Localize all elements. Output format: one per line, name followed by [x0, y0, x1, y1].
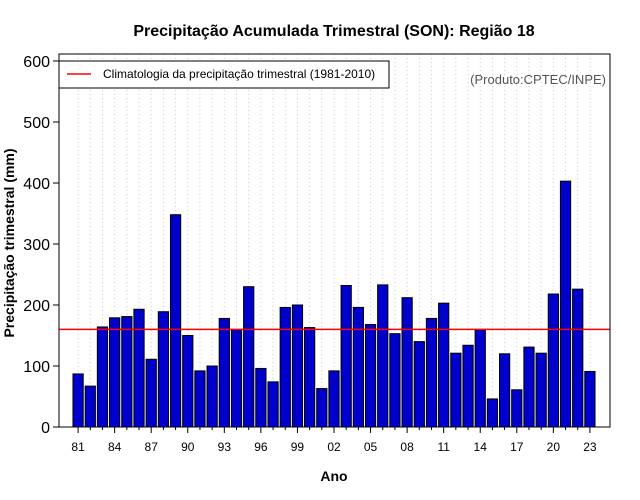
bar-92 — [206, 365, 218, 428]
x-tick-label: 90 — [181, 440, 195, 454]
legend: Climatologia da precipitação trimestral … — [58, 60, 390, 89]
x-axis: 81 84 87 90 93 96 99 02 05 08 11 14 17 20 23 — [71, 427, 597, 454]
bar-05 — [364, 324, 377, 428]
bar-87 — [145, 358, 157, 428]
x-tick-label: 23 — [583, 440, 597, 454]
x-tick-label: 84 — [108, 440, 122, 454]
source-note: (Produto:CPTEC/INPE) — [470, 72, 606, 87]
x-tick-label: 93 — [218, 440, 232, 454]
bar-15 — [486, 398, 499, 428]
bar-95 — [243, 286, 255, 428]
bar-12 — [450, 352, 462, 428]
bar-13 — [462, 344, 474, 428]
bar-99 — [291, 304, 304, 428]
x-tick-label: 96 — [254, 440, 268, 454]
bar-94 — [230, 329, 243, 428]
y-tick-label: 0 — [41, 420, 50, 437]
y-axis: 0 100 200 300 400 500 600 — [23, 54, 59, 437]
bar-16 — [498, 353, 511, 428]
bar-18 — [523, 346, 535, 428]
x-tick-label: 99 — [291, 440, 305, 454]
y-tick-label: 100 — [23, 359, 50, 376]
bar-91 — [194, 370, 206, 428]
bar-90 — [182, 335, 194, 428]
legend-entry-climatology: Climatologia da precipitação trimestral … — [103, 67, 375, 81]
x-tick-label: 17 — [510, 440, 524, 454]
bar-85 — [121, 316, 133, 428]
bar-21 — [559, 180, 572, 428]
bar-14 — [474, 328, 486, 428]
bar-03 — [340, 284, 352, 428]
x-tick-label: 81 — [71, 440, 85, 454]
legend-box — [58, 60, 390, 89]
bar-98 — [279, 306, 291, 428]
x-tick-label: 02 — [327, 440, 341, 454]
y-tick-label: 300 — [23, 237, 50, 254]
x-axis-label: Ano — [320, 468, 347, 484]
bar-86 — [133, 308, 145, 428]
bar-89 — [169, 214, 182, 428]
bar-19 — [535, 352, 547, 428]
bar-83 — [96, 326, 109, 428]
x-tick-label: 05 — [364, 440, 378, 454]
chart-title: Precipitação Acumulada Trimestral (SON):… — [133, 23, 534, 40]
x-tick-label: 20 — [547, 440, 561, 454]
bar-17 — [511, 389, 523, 428]
bar-82 — [84, 385, 96, 428]
x-tick-label: 14 — [474, 440, 488, 454]
bar-02 — [328, 370, 340, 428]
y-tick-label: 600 — [23, 54, 50, 71]
bar-23 — [584, 370, 596, 428]
bar-93 — [218, 317, 230, 428]
bar-81 — [72, 373, 84, 428]
y-tick-label: 400 — [23, 176, 50, 193]
bar-22 — [572, 288, 584, 428]
bar-06 — [377, 284, 389, 428]
bar-09 — [413, 341, 425, 428]
bar-01 — [316, 388, 328, 428]
y-tick-label: 500 — [23, 115, 50, 132]
bar-00 — [304, 327, 316, 428]
bar-97 — [267, 381, 279, 428]
bar-08 — [401, 297, 413, 428]
y-tick-label: 200 — [23, 298, 50, 315]
bar-10 — [425, 317, 438, 428]
bar-04 — [352, 306, 364, 428]
bar-20 — [547, 293, 559, 428]
x-tick-label: 11 — [437, 440, 450, 454]
bar-84 — [109, 317, 121, 428]
x-tick-label: 08 — [400, 440, 414, 454]
y-axis-label: Precipitação trimestral (mm) — [1, 148, 17, 337]
bar-11 — [438, 302, 450, 428]
x-tick-label: 87 — [145, 440, 159, 454]
bar-96 — [255, 367, 267, 428]
bar-07 — [389, 333, 401, 428]
